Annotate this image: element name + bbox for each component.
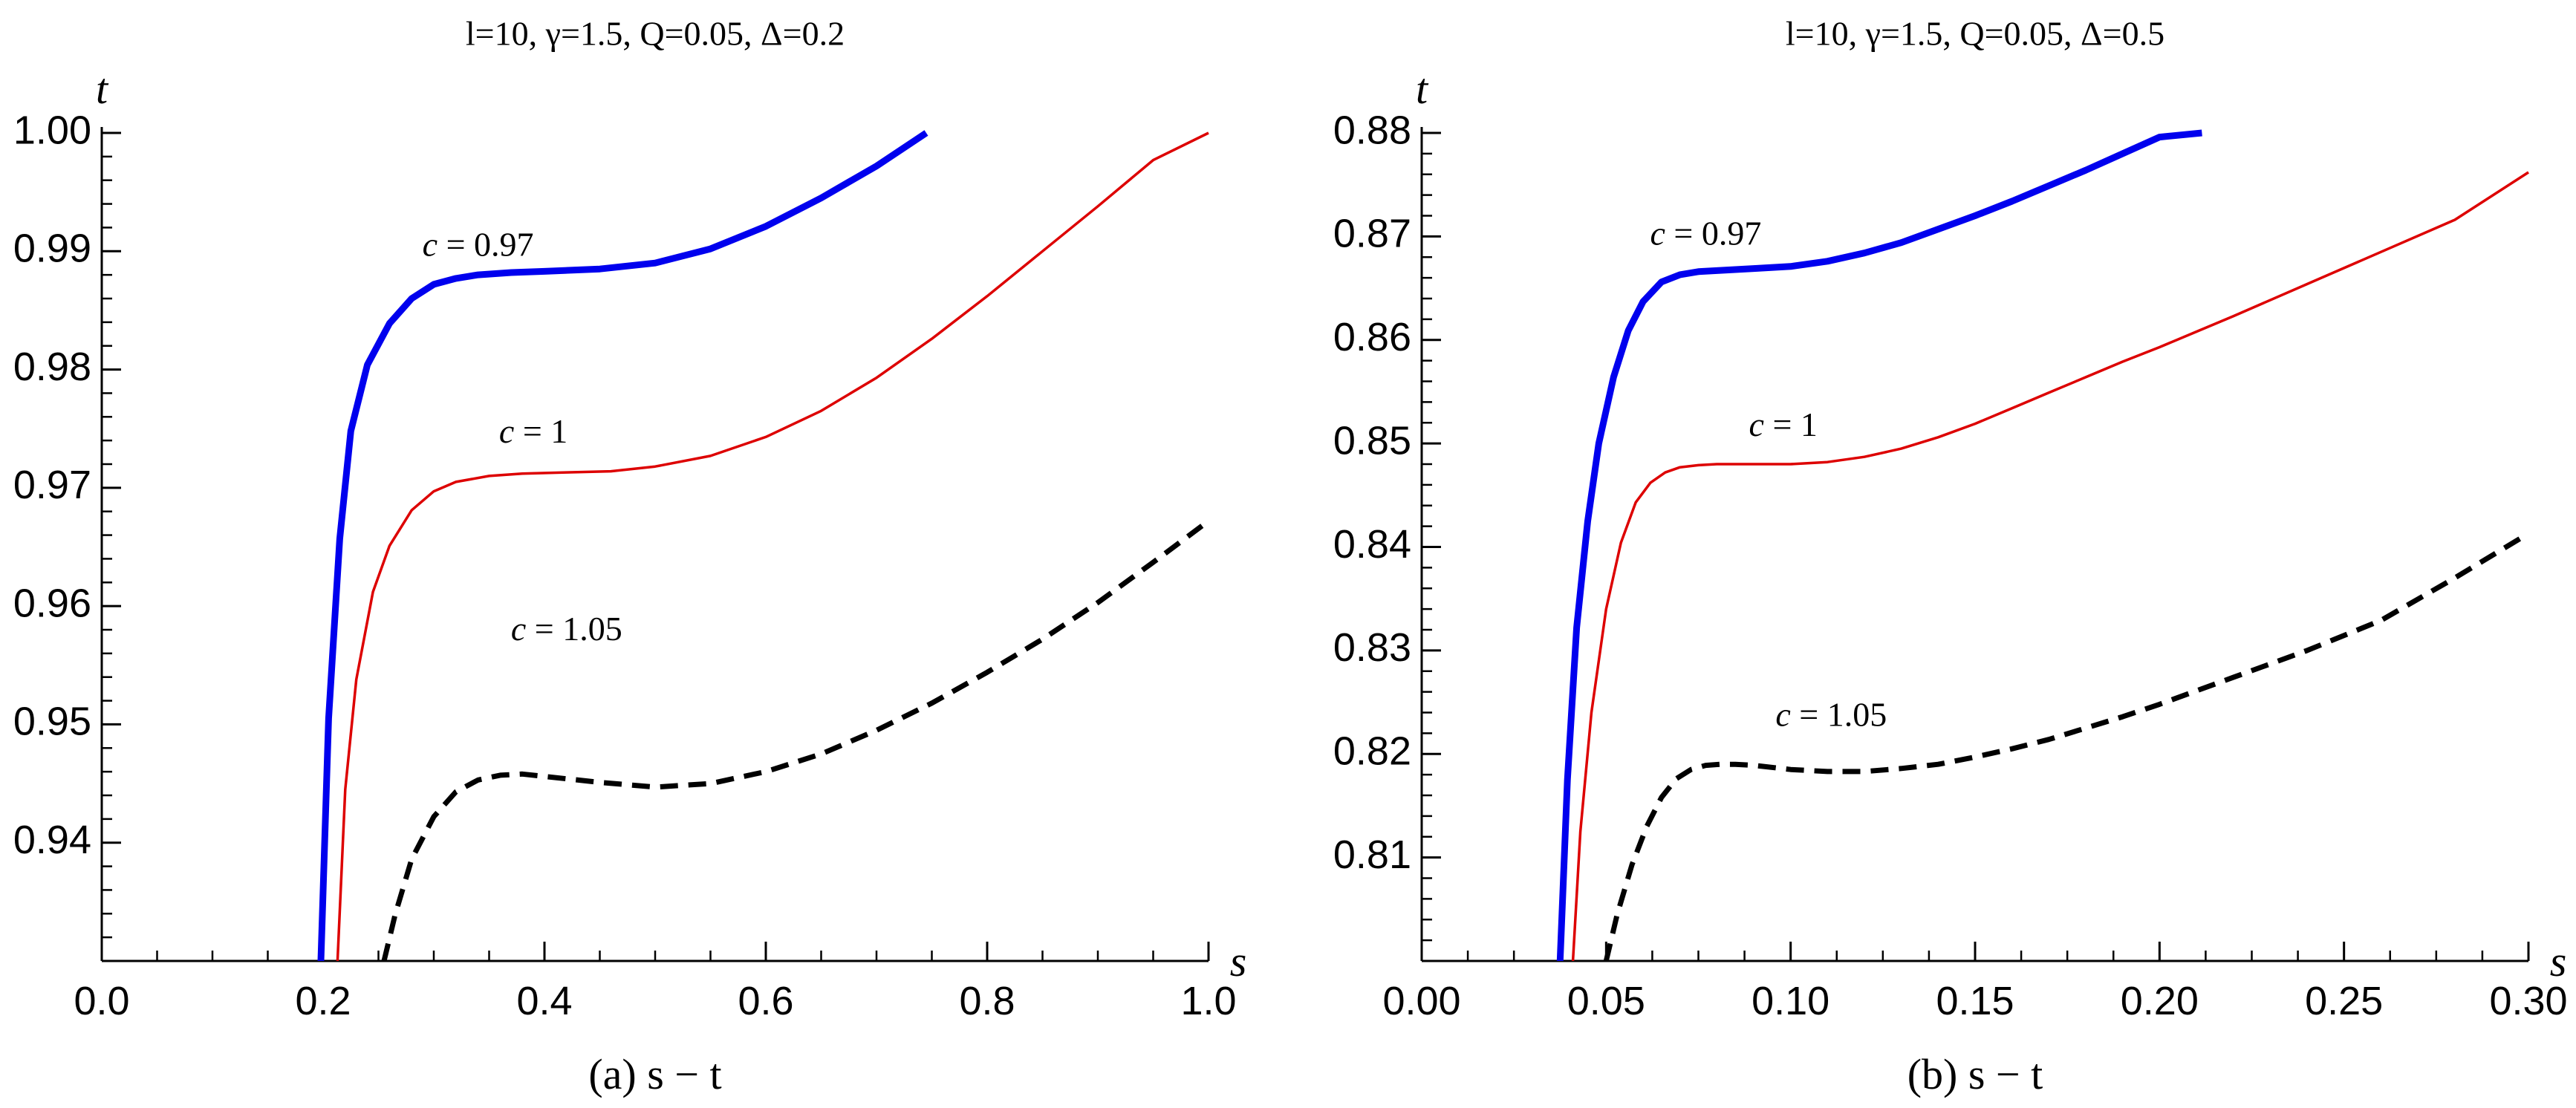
y-tick-label: 1.00 xyxy=(13,108,91,152)
y-axis-label: t xyxy=(1416,65,1429,113)
series-line-2 xyxy=(1603,531,2530,961)
curve-label: c = 1 xyxy=(1749,405,1818,443)
x-tick-label: 0.8 xyxy=(959,979,1015,1023)
panel-caption: (a) s − t xyxy=(588,1050,721,1098)
curve-label: c = 1.05 xyxy=(1775,695,1887,733)
x-tick-label: 0.05 xyxy=(1567,979,1645,1023)
y-tick-label: 0.84 xyxy=(1333,522,1411,567)
x-axis-label: s xyxy=(1230,937,1247,985)
y-tick-label: 0.95 xyxy=(13,700,91,744)
x-tick-label: 0.10 xyxy=(1752,979,1829,1023)
y-tick-label: 0.98 xyxy=(13,345,91,389)
x-tick-label: 0.6 xyxy=(738,979,793,1023)
chart-title: l=10, γ=1.5, Q=0.05, Δ=0.5 xyxy=(1786,15,2164,53)
y-tick-label: 0.86 xyxy=(1333,315,1411,359)
x-tick-label: 0.25 xyxy=(2305,979,2383,1023)
y-tick-label: 0.96 xyxy=(13,581,91,625)
x-tick-label: 0.0 xyxy=(74,979,129,1023)
y-tick-label: 0.82 xyxy=(1333,729,1411,774)
x-tick-label: 0.2 xyxy=(295,979,351,1023)
panel-caption: (b) s − t xyxy=(1907,1050,2043,1098)
y-tick-label: 0.87 xyxy=(1333,212,1411,256)
x-tick-label: 0.20 xyxy=(2121,979,2199,1023)
curve-label: c = 1 xyxy=(499,412,567,450)
chart-title: l=10, γ=1.5, Q=0.05, Δ=0.2 xyxy=(466,15,845,53)
y-tick-label: 0.83 xyxy=(1333,625,1411,670)
curve-label: c = 0.97 xyxy=(423,225,534,263)
y-tick-label: 0.99 xyxy=(13,227,91,271)
curve-label: c = 1.05 xyxy=(511,610,622,648)
x-tick-label: 0.30 xyxy=(2489,979,2567,1023)
curve-label: c = 0.97 xyxy=(1650,214,1761,252)
y-tick-label: 0.88 xyxy=(1333,108,1411,152)
y-tick-label: 0.94 xyxy=(13,818,91,862)
panel-a: l=10, γ=1.5, Q=0.05, Δ=0.2 0.0 0.2 0.4 0.6 0.… xyxy=(13,15,1246,1098)
series-line-0 xyxy=(317,130,928,961)
x-tick-label: 1.0 xyxy=(1180,979,1236,1023)
y-tick-label: 0.85 xyxy=(1333,418,1411,463)
series-line-1 xyxy=(1571,171,2529,961)
y-axis-label: t xyxy=(96,65,109,113)
series-line-0 xyxy=(1556,129,2202,961)
x-tick-label: 0.4 xyxy=(516,979,572,1023)
x-axis-label: s xyxy=(2550,937,2567,985)
series-line-1 xyxy=(336,131,1209,961)
panel-b: l=10, γ=1.5, Q=0.05, Δ=0.5 0.00 0.05 0.10 0.… xyxy=(1333,15,2568,1098)
y-tick-label: 0.97 xyxy=(13,463,91,507)
series-line-2 xyxy=(381,518,1211,961)
x-tick-label: 0.15 xyxy=(1936,979,2014,1023)
y-tick-label: 0.81 xyxy=(1333,832,1411,877)
x-tick-label: 0.00 xyxy=(1382,979,1460,1023)
